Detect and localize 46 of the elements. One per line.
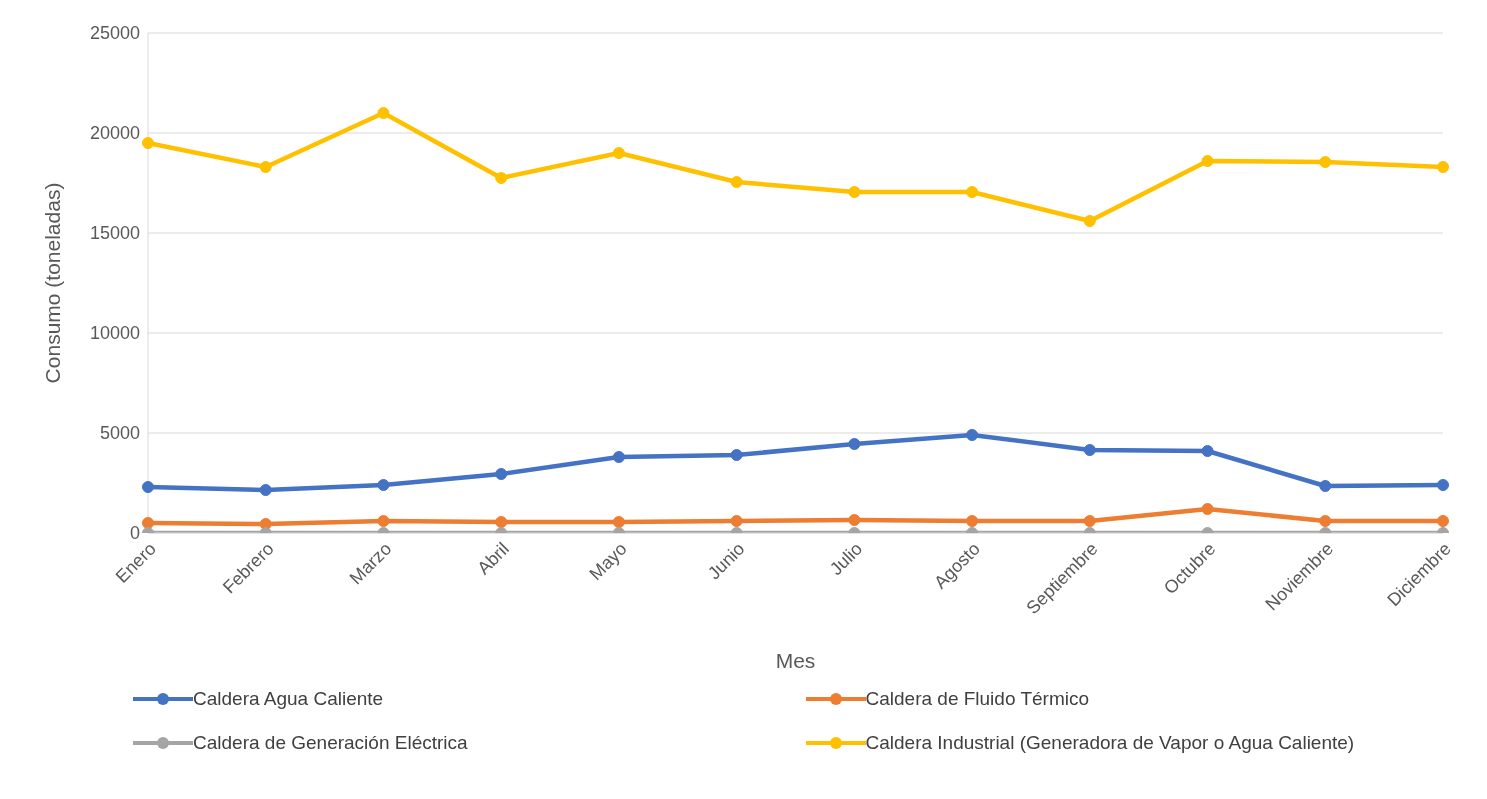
point xyxy=(848,438,861,450)
point xyxy=(142,481,154,493)
point xyxy=(1083,444,1096,456)
y-tick-label: 0 xyxy=(129,523,140,544)
point xyxy=(848,186,861,198)
x-tick-label: Julio xyxy=(825,538,867,580)
point xyxy=(966,186,979,198)
point xyxy=(1083,515,1096,527)
point xyxy=(259,484,272,496)
point xyxy=(1201,155,1214,167)
y-axis-title: Consumo (toneladas) xyxy=(41,182,65,384)
point xyxy=(612,516,625,528)
legend-label: Caldera de Fluido Térmico xyxy=(865,688,1090,710)
point xyxy=(966,515,979,527)
x-axis-title: Mes xyxy=(775,649,816,672)
point xyxy=(848,514,861,526)
point xyxy=(495,516,508,528)
point xyxy=(142,137,154,149)
point xyxy=(495,172,508,184)
legend-label: Caldera Industrial (Generadora de Vapor o Agua Caliente) xyxy=(865,732,1355,754)
y-tick-label: 25000 xyxy=(89,23,140,44)
point xyxy=(259,161,272,173)
point xyxy=(377,479,390,491)
point xyxy=(1319,156,1332,168)
point xyxy=(377,515,390,527)
point xyxy=(612,147,625,159)
point xyxy=(1437,515,1449,527)
point xyxy=(1437,161,1449,173)
point xyxy=(1201,503,1214,515)
y-tick-label: 20000 xyxy=(89,123,140,144)
point xyxy=(1201,445,1214,457)
legend-label: Caldera Agua Caliente xyxy=(193,688,384,710)
point xyxy=(730,449,743,461)
point xyxy=(730,176,743,188)
y-tick-label: 5000 xyxy=(99,423,140,444)
y-tick-label: 10000 xyxy=(89,323,140,344)
point xyxy=(1319,480,1332,492)
point xyxy=(612,451,625,463)
legend-label: Caldera de Generación Eléctrica xyxy=(193,732,468,754)
point xyxy=(495,468,508,480)
point xyxy=(1319,515,1332,527)
y-tick-label: 15000 xyxy=(89,223,140,244)
point xyxy=(730,515,743,527)
point xyxy=(1437,479,1449,491)
point xyxy=(966,429,979,441)
point xyxy=(1083,215,1096,227)
